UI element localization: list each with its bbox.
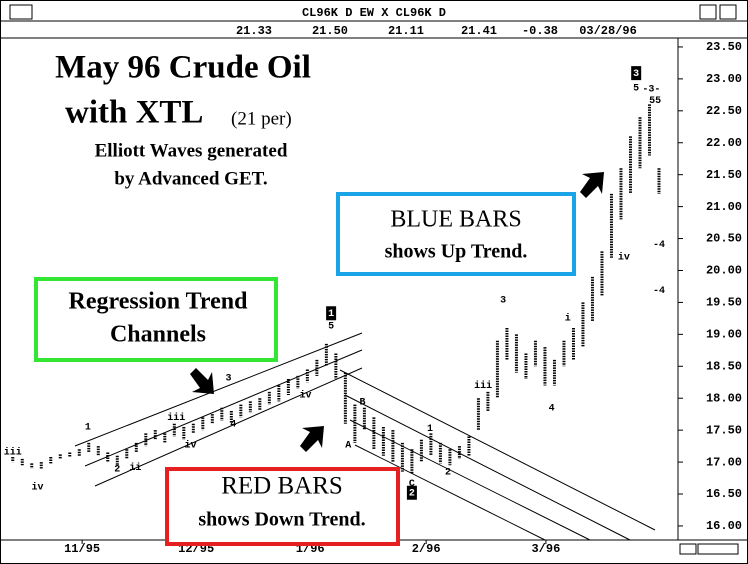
blue-box (336, 192, 576, 276)
channel-line (84, 349, 363, 467)
y-tick-label: 16.50 (706, 487, 742, 501)
y-tick-label: 23.50 (706, 40, 742, 54)
title-period: (21 per) (231, 108, 292, 129)
quote-value: 21.50 (312, 24, 348, 38)
subtitle-line: by Advanced GET. (114, 168, 267, 189)
wave-label: 1 (427, 424, 433, 435)
quote-value: 03/28/96 (579, 24, 637, 38)
x-tick-label: 2/96 (412, 542, 441, 556)
wave-label: -4 (653, 240, 665, 251)
y-tick-label: 22.00 (706, 136, 742, 150)
quote-value: 21.11 (388, 24, 424, 38)
y-tick-label: 19.00 (706, 328, 742, 342)
channel-line (349, 419, 591, 541)
wave-label: 2 (114, 465, 120, 476)
channel-line (339, 369, 656, 531)
arrow-up-right (580, 172, 604, 198)
wave-label-box (406, 485, 417, 500)
wave-label: 4 (230, 419, 236, 430)
quote-value: -0.38 (522, 24, 558, 38)
y-tick-label: 23.00 (706, 72, 742, 86)
subtitle-line: Elliott Waves generated (95, 140, 288, 161)
y-tick-label: 20.00 (706, 264, 742, 278)
channel-line (354, 444, 546, 541)
green-box (34, 277, 278, 362)
y-tick-label: 21.50 (706, 168, 742, 182)
wave-label: iii (167, 412, 185, 424)
y-tick-label: 17.00 (706, 455, 742, 469)
box-text: Regression Trend (69, 289, 249, 315)
wave-label: i (565, 312, 571, 324)
wave-label-box (326, 306, 337, 321)
box-text: shows Up Trend. (385, 241, 528, 263)
scroll-button[interactable] (697, 543, 739, 555)
wave-label: 4 (549, 403, 555, 414)
y-tick-label: 21.00 (706, 200, 742, 214)
wave-label: 55 (649, 96, 661, 107)
y-tick-label: 17.50 (706, 423, 742, 437)
quote-value: 21.33 (236, 24, 272, 38)
channel-line (94, 367, 363, 487)
red-box (165, 467, 400, 546)
y-tick-label: 19.50 (706, 296, 742, 310)
plot: 16.00 16.50 17.00 17.50 18.00 18.50 19.00 19.50… (4, 40, 742, 556)
x-tick-label: 3/96 (531, 542, 560, 556)
box-text: RED BARS (221, 473, 343, 500)
wave-label: -4 (653, 286, 665, 297)
window-title: CL96K D EW X CL96K D (302, 6, 446, 20)
channel-line (74, 332, 363, 447)
wave-label: 5 (633, 83, 639, 94)
y-tick-label: 22.50 (706, 104, 742, 118)
wave-label: 5 (328, 322, 334, 333)
box-text: Channels (110, 322, 206, 348)
wave-label: iv (299, 390, 311, 402)
wave-label: iii (4, 447, 22, 459)
wave-label: B (359, 398, 365, 409)
wave-label: iv (31, 482, 43, 494)
x-tick-label: 11/95 (64, 542, 100, 556)
arrows (190, 172, 604, 452)
wave-label: iv (184, 439, 196, 451)
regression-channel-up (74, 332, 363, 487)
box-text: shows Down Trend. (198, 509, 365, 531)
wave-label: 3 (500, 295, 506, 306)
arrow-up-right (300, 426, 324, 452)
wave-label: C (409, 479, 415, 490)
title-line: May 96 Crude Oil (55, 50, 311, 86)
wave-label: ii (129, 462, 141, 474)
y-tick-label: 16.00 (706, 519, 742, 533)
menu-button[interactable] (9, 4, 33, 20)
wave-label: A (345, 440, 351, 451)
wave-label: iii (474, 380, 492, 392)
quote-row: 21.33 21.50 21.11 21.41 -0.38 03/28/96 (236, 24, 637, 38)
regression-channel-down (339, 369, 656, 541)
quote-value: 21.41 (461, 24, 497, 38)
minimize-button[interactable] (699, 4, 717, 20)
wave-label: -3- (642, 85, 660, 96)
wave-label: 1 (85, 423, 91, 434)
title-line: with XTL (65, 95, 203, 131)
box-text: BLUE BARS (390, 207, 521, 233)
wave-label: iv (618, 252, 630, 264)
channel-line (344, 394, 631, 541)
y-tick-label: 20.50 (706, 232, 742, 246)
arrow-down-right (190, 368, 214, 394)
maximize-button[interactable] (719, 4, 737, 20)
y-tick-label: 18.50 (706, 359, 742, 373)
wave-label-boxed: 2 (409, 488, 415, 499)
wave-label: 3 (225, 373, 231, 384)
wave-label-boxed: 1 (328, 309, 334, 320)
wave-label-boxed: 3 (633, 69, 639, 80)
y-tick-label: 18.00 (706, 391, 742, 405)
wave-label: 2 (445, 467, 451, 478)
wave-label-box (631, 66, 642, 81)
scroll-left-button[interactable] (679, 543, 697, 555)
